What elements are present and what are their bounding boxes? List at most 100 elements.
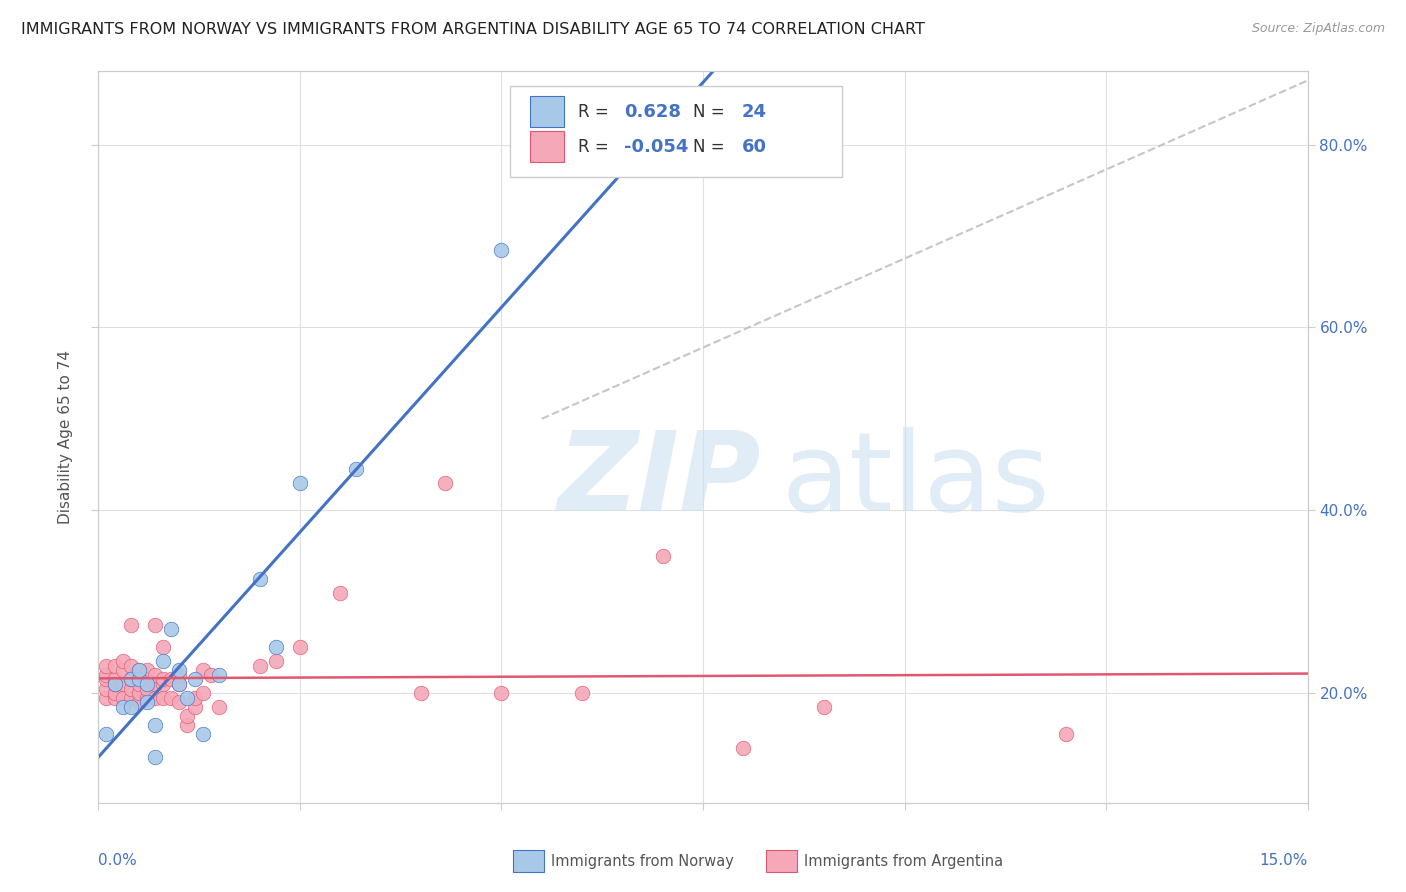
Point <box>344 462 367 476</box>
Point <box>651 549 673 563</box>
Point <box>491 686 513 700</box>
Point <box>135 690 157 705</box>
Point <box>184 690 207 705</box>
Point <box>167 677 190 691</box>
Point <box>135 677 157 691</box>
Point <box>111 654 134 668</box>
Point <box>120 673 142 687</box>
Point <box>152 673 174 687</box>
Text: -0.054: -0.054 <box>624 137 689 156</box>
Bar <box>530 131 564 162</box>
Point <box>111 663 134 677</box>
Point <box>184 699 207 714</box>
Point <box>120 617 142 632</box>
Point <box>143 750 166 764</box>
Point <box>135 681 157 696</box>
Text: 60: 60 <box>742 137 766 156</box>
Point <box>434 475 457 490</box>
Point <box>152 640 174 655</box>
Point <box>111 699 134 714</box>
Point <box>208 667 231 681</box>
Point <box>571 686 593 700</box>
Text: 24: 24 <box>742 103 766 120</box>
Point <box>264 640 287 655</box>
Point <box>193 686 215 700</box>
Point <box>96 673 118 687</box>
Point <box>96 727 118 741</box>
Point <box>120 681 142 696</box>
Point <box>103 677 125 691</box>
Y-axis label: Disability Age 65 to 74: Disability Age 65 to 74 <box>58 350 73 524</box>
Text: N =: N = <box>693 137 730 156</box>
FancyBboxPatch shape <box>509 86 842 178</box>
Text: Source: ZipAtlas.com: Source: ZipAtlas.com <box>1251 22 1385 36</box>
Point <box>167 677 190 691</box>
Point <box>143 690 166 705</box>
Point <box>176 718 198 732</box>
Text: R =: R = <box>578 137 614 156</box>
Point <box>103 658 125 673</box>
Point <box>103 673 125 687</box>
Point <box>491 243 513 257</box>
Point <box>120 699 142 714</box>
Point <box>96 681 118 696</box>
Text: R =: R = <box>578 103 614 120</box>
Point <box>152 690 174 705</box>
Point <box>167 667 190 681</box>
Point <box>96 658 118 673</box>
Point <box>103 686 125 700</box>
Text: Immigrants from Argentina: Immigrants from Argentina <box>804 855 1004 869</box>
Point <box>1054 727 1077 741</box>
Point <box>409 686 432 700</box>
Point <box>160 690 183 705</box>
Point <box>103 677 125 691</box>
Point <box>193 663 215 677</box>
Point <box>143 718 166 732</box>
Point <box>193 727 215 741</box>
Point <box>288 640 311 655</box>
Point <box>329 585 352 599</box>
Point <box>208 699 231 714</box>
Point <box>200 667 222 681</box>
Bar <box>530 96 564 127</box>
Point <box>152 654 174 668</box>
Point <box>111 677 134 691</box>
Point <box>733 740 755 755</box>
Point <box>120 673 142 687</box>
Point <box>288 475 311 490</box>
Point <box>160 673 183 687</box>
Point <box>176 709 198 723</box>
Text: 0.628: 0.628 <box>624 103 682 120</box>
Point <box>176 690 198 705</box>
Point <box>135 673 157 687</box>
Point <box>184 673 207 687</box>
Point <box>96 667 118 681</box>
Point <box>249 658 271 673</box>
Text: atlas: atlas <box>782 427 1050 534</box>
Point <box>143 677 166 691</box>
Text: 15.0%: 15.0% <box>1260 853 1308 868</box>
Point <box>249 572 271 586</box>
Point <box>103 690 125 705</box>
Point <box>813 699 835 714</box>
Point <box>135 695 157 709</box>
Point <box>143 667 166 681</box>
Point <box>143 617 166 632</box>
Text: Immigrants from Norway: Immigrants from Norway <box>551 855 734 869</box>
Point <box>160 622 183 636</box>
Point <box>120 690 142 705</box>
Point <box>152 677 174 691</box>
Point <box>120 658 142 673</box>
Text: ZIP: ZIP <box>558 427 762 534</box>
Text: N =: N = <box>693 103 730 120</box>
Point <box>128 663 150 677</box>
Point <box>96 690 118 705</box>
Point <box>128 663 150 677</box>
Point <box>264 654 287 668</box>
Point <box>128 677 150 691</box>
Point <box>167 663 190 677</box>
Text: 0.0%: 0.0% <box>98 853 138 868</box>
Point <box>128 695 150 709</box>
Point <box>128 673 150 687</box>
Text: IMMIGRANTS FROM NORWAY VS IMMIGRANTS FROM ARGENTINA DISABILITY AGE 65 TO 74 CORR: IMMIGRANTS FROM NORWAY VS IMMIGRANTS FRO… <box>21 22 925 37</box>
